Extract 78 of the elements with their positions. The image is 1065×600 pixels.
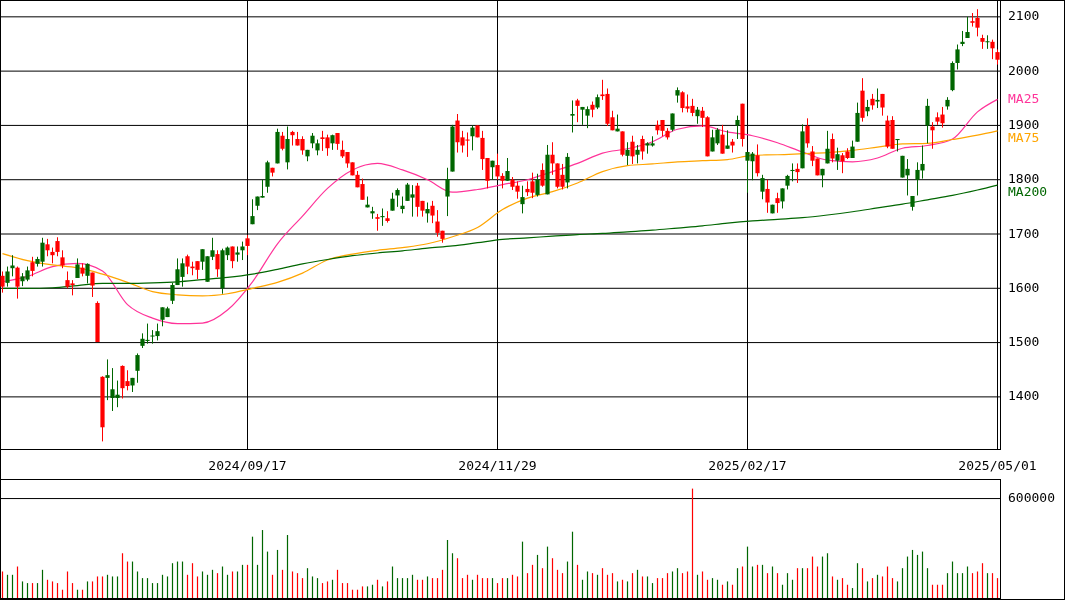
series-label: MA25 — [1008, 90, 1040, 106]
candlestick — [720, 124, 725, 155]
candlestick — [380, 207, 385, 227]
line-series — [1, 130, 999, 297]
candlestick — [430, 200, 435, 224]
candlestick — [780, 187, 785, 209]
candlestick — [470, 124, 475, 151]
candlestick — [425, 202, 430, 224]
candlestick — [575, 98, 580, 123]
candlestick — [535, 173, 540, 198]
candlestick — [765, 179, 770, 214]
candlestick — [445, 167, 450, 217]
candlestick — [150, 329, 155, 345]
candlestick — [540, 162, 545, 188]
y-tick-label: 1400 — [1008, 388, 1040, 404]
candlestick — [630, 135, 635, 165]
candlestick — [105, 358, 110, 401]
candlestick — [240, 241, 245, 261]
candlestick — [985, 34, 990, 50]
candlestick — [775, 192, 780, 214]
candlestick — [955, 44, 960, 70]
y-tick-label: 1900 — [1008, 116, 1040, 132]
candlestick — [805, 117, 810, 149]
candlestick — [495, 153, 500, 181]
candlestick — [755, 143, 760, 177]
candlestick — [760, 174, 765, 200]
candlestick — [395, 187, 400, 208]
candlestick — [250, 198, 255, 225]
candlestick — [830, 133, 835, 163]
candlestick — [915, 161, 920, 196]
candlestick — [230, 245, 235, 269]
candlestick — [285, 126, 290, 170]
candlestick — [925, 98, 930, 144]
y-tick-label: 1800 — [1008, 171, 1040, 187]
candlestick — [520, 185, 525, 214]
x-tick-label: 2024/09/17 — [208, 458, 287, 473]
y-tick-label: 1600 — [1008, 279, 1040, 295]
candlestick — [30, 256, 35, 277]
candlestick — [550, 141, 555, 176]
candlestick — [640, 135, 645, 161]
x-tick-label: 2025/02/17 — [708, 458, 787, 473]
candlestick — [15, 266, 20, 300]
candlestick — [835, 147, 840, 171]
y-tick-label: 2100 — [1008, 8, 1040, 24]
y-tick-label: 1500 — [1008, 334, 1040, 350]
candlestick — [795, 162, 800, 184]
candlestick — [75, 257, 80, 279]
candlestick — [875, 88, 880, 109]
candlestick — [620, 130, 625, 157]
candlestick — [90, 272, 95, 298]
y-tick-label: 1700 — [1008, 225, 1040, 241]
candlestick — [895, 138, 900, 152]
series-label: MA200 — [1008, 184, 1048, 200]
candlestick — [725, 129, 730, 150]
candlestick — [990, 39, 995, 60]
candlestick — [0, 270, 5, 294]
candlestick — [920, 145, 925, 180]
y-tick-label: 2000 — [1008, 62, 1040, 78]
candlestick — [135, 352, 140, 384]
candlestick — [245, 234, 250, 256]
candlestick — [930, 121, 935, 150]
candlestick — [280, 131, 285, 151]
candlestick — [570, 99, 575, 133]
candlestick — [85, 262, 90, 284]
candlestick — [185, 254, 190, 275]
candlestick — [10, 254, 15, 277]
candlestick — [215, 249, 220, 278]
series-label: MA75 — [1008, 129, 1040, 145]
candlestick — [735, 115, 740, 140]
y-tick-label: 600000 — [1008, 490, 1055, 506]
x-tick-label: 2024/11/29 — [458, 458, 537, 473]
candlestick — [825, 130, 830, 164]
candlestick — [55, 236, 60, 257]
candlestick — [790, 162, 795, 182]
x-tick-label: 2025/05/01 — [958, 458, 1037, 473]
candlestick — [635, 144, 640, 164]
candlestick — [625, 141, 630, 166]
candlestick — [505, 157, 510, 182]
